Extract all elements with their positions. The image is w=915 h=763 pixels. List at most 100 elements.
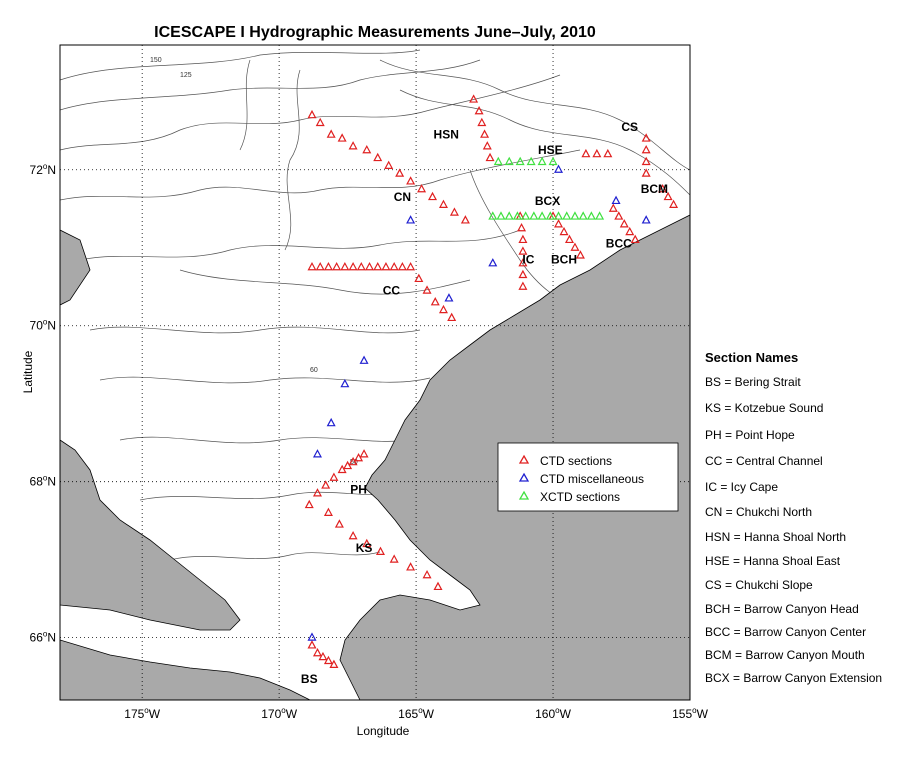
- ctd-section-station: [663, 191, 673, 201]
- xctd-station: [488, 211, 498, 220]
- section-label-bcm: BCM: [641, 182, 668, 196]
- xctd-station: [493, 156, 503, 166]
- ctd-section-station: [354, 453, 364, 462]
- lon-tick-label: 155oW: [672, 706, 708, 721]
- ctd-misc-station: [307, 632, 317, 641]
- lon-tick-label: 165oW: [398, 706, 434, 721]
- ctd-section-station: [406, 176, 416, 185]
- wrangel-island: [60, 229, 91, 306]
- section-name-cc: CC = Central Channel: [705, 454, 823, 468]
- ctd-section-station: [474, 106, 484, 115]
- ctd-section-station: [430, 297, 440, 306]
- section-label-ks: KS: [356, 541, 373, 555]
- section-label-bch: BCH: [551, 252, 577, 266]
- ctd-section-station: [433, 581, 443, 591]
- map-title: ICESCAPE I Hydrographic Measurements Jun…: [154, 24, 596, 41]
- ctd-section-station: [329, 472, 339, 481]
- xctd-station: [521, 211, 531, 220]
- plot-frame: [59, 44, 691, 701]
- section-name-hse: HSE = Hanna Shoal East: [705, 554, 841, 568]
- ctd-section-station: [518, 234, 528, 244]
- ctd-section-station: [348, 261, 358, 271]
- legend-box: [497, 442, 679, 512]
- ctd-misc-station: [641, 215, 651, 224]
- y-axis-label: Latitude: [21, 350, 35, 393]
- ctd-section-station: [323, 261, 333, 271]
- section-label-bs: BS: [301, 672, 318, 686]
- ctd-misc-station: [444, 293, 454, 302]
- ctd-section-station: [332, 261, 342, 271]
- legend-marker-ctd-misc: [518, 472, 530, 482]
- section-labels: BS KS PH CC IC CN HSN HSE CS BCH BCC BCM BCX: [301, 120, 668, 686]
- xctd-station: [586, 211, 596, 220]
- section-label-hse: HSE: [538, 143, 563, 157]
- x-axis-label: Longitude: [357, 724, 410, 738]
- lat-tick-label: 66oN: [30, 630, 56, 645]
- xctd-station: [595, 211, 605, 220]
- lon-tick-label: 170oW: [261, 706, 297, 721]
- ctd-section-station: [554, 219, 564, 228]
- ctd-section-station: [518, 246, 528, 255]
- ctd-section-station: [356, 261, 366, 271]
- xctd-station: [578, 211, 588, 220]
- ctd-section-station: [438, 199, 448, 208]
- section-label-hsn: HSN: [434, 128, 459, 142]
- ctd-section-station: [337, 464, 347, 474]
- bathymetry-contours: [60, 49, 690, 561]
- section-name-ks: KS = Kotzebue Sound: [705, 401, 824, 415]
- xctd-station: [529, 211, 539, 220]
- xctd-station: [537, 211, 547, 220]
- ctd-section-station: [559, 226, 569, 236]
- ctd-section-station: [614, 211, 624, 220]
- section-name-bch: BCH = Barrow Canyon Head: [705, 602, 859, 616]
- ctd-section-station: [362, 145, 372, 154]
- ctd-section-station: [381, 261, 391, 271]
- ctd-misc-station: [406, 215, 416, 224]
- ctd-section-station: [348, 456, 358, 466]
- ctd-section-station: [625, 226, 635, 236]
- ctd-section-station: [669, 199, 679, 208]
- legend-label-xctd: XCTD sections: [540, 490, 620, 504]
- xctd-station: [526, 156, 536, 166]
- ctd-section-station: [323, 507, 333, 516]
- ctd-misc-station: [611, 195, 621, 205]
- ctd-section-station: [397, 261, 407, 271]
- ctd-section-station: [469, 94, 479, 103]
- section-name-ic: IC = Icy Cape: [705, 480, 779, 494]
- ctd-section-station: [517, 222, 527, 232]
- ctd-misc-station: [554, 164, 564, 173]
- ctd-section-station: [518, 258, 528, 267]
- section-label-bcc: BCC: [606, 237, 632, 251]
- lon-tick-label: 175oW: [124, 706, 160, 721]
- ctd-section-station: [359, 449, 369, 458]
- legend-marker-ctd-sections: [518, 454, 530, 464]
- section-name-bs: BS = Bering Strait: [705, 375, 801, 389]
- xctd-station: [554, 211, 564, 220]
- ctd-section-station: [375, 546, 385, 555]
- ctd-section-station: [307, 109, 317, 119]
- ctd-section-station: [315, 261, 325, 271]
- xctd-station: [545, 211, 555, 220]
- contour-labels: 150 125 60 50: [150, 57, 358, 466]
- longitude-ticks: 175oW 170oW 165oW 160oW 155oW: [124, 706, 708, 721]
- ctd-section-station: [389, 554, 399, 563]
- ctd-section-station: [334, 519, 344, 528]
- ctd-section-station: [564, 234, 574, 244]
- ctd-section-station: [307, 261, 317, 271]
- xctd-station: [548, 156, 558, 166]
- xctd-station: [515, 156, 525, 166]
- ctd-section-station: [373, 261, 383, 271]
- ctd-misc-station: [326, 417, 336, 427]
- contour-label-125: 125: [180, 72, 192, 79]
- ctd-section-station: [422, 285, 432, 294]
- ctd-section-station: [326, 129, 336, 138]
- section-label-cc: CC: [383, 284, 401, 298]
- section-name-bcm: BCM = Barrow Canyon Mouth: [705, 648, 865, 662]
- ctd-misc-station: [340, 378, 350, 388]
- ctd-section-station: [312, 488, 322, 497]
- ctd-section-station: [477, 117, 487, 127]
- ctd-section-station: [414, 273, 424, 283]
- section-name-cn: CN = Chukchi North: [705, 505, 813, 519]
- section-label-ph: PH: [350, 482, 367, 496]
- ctd-section-station: [340, 261, 350, 271]
